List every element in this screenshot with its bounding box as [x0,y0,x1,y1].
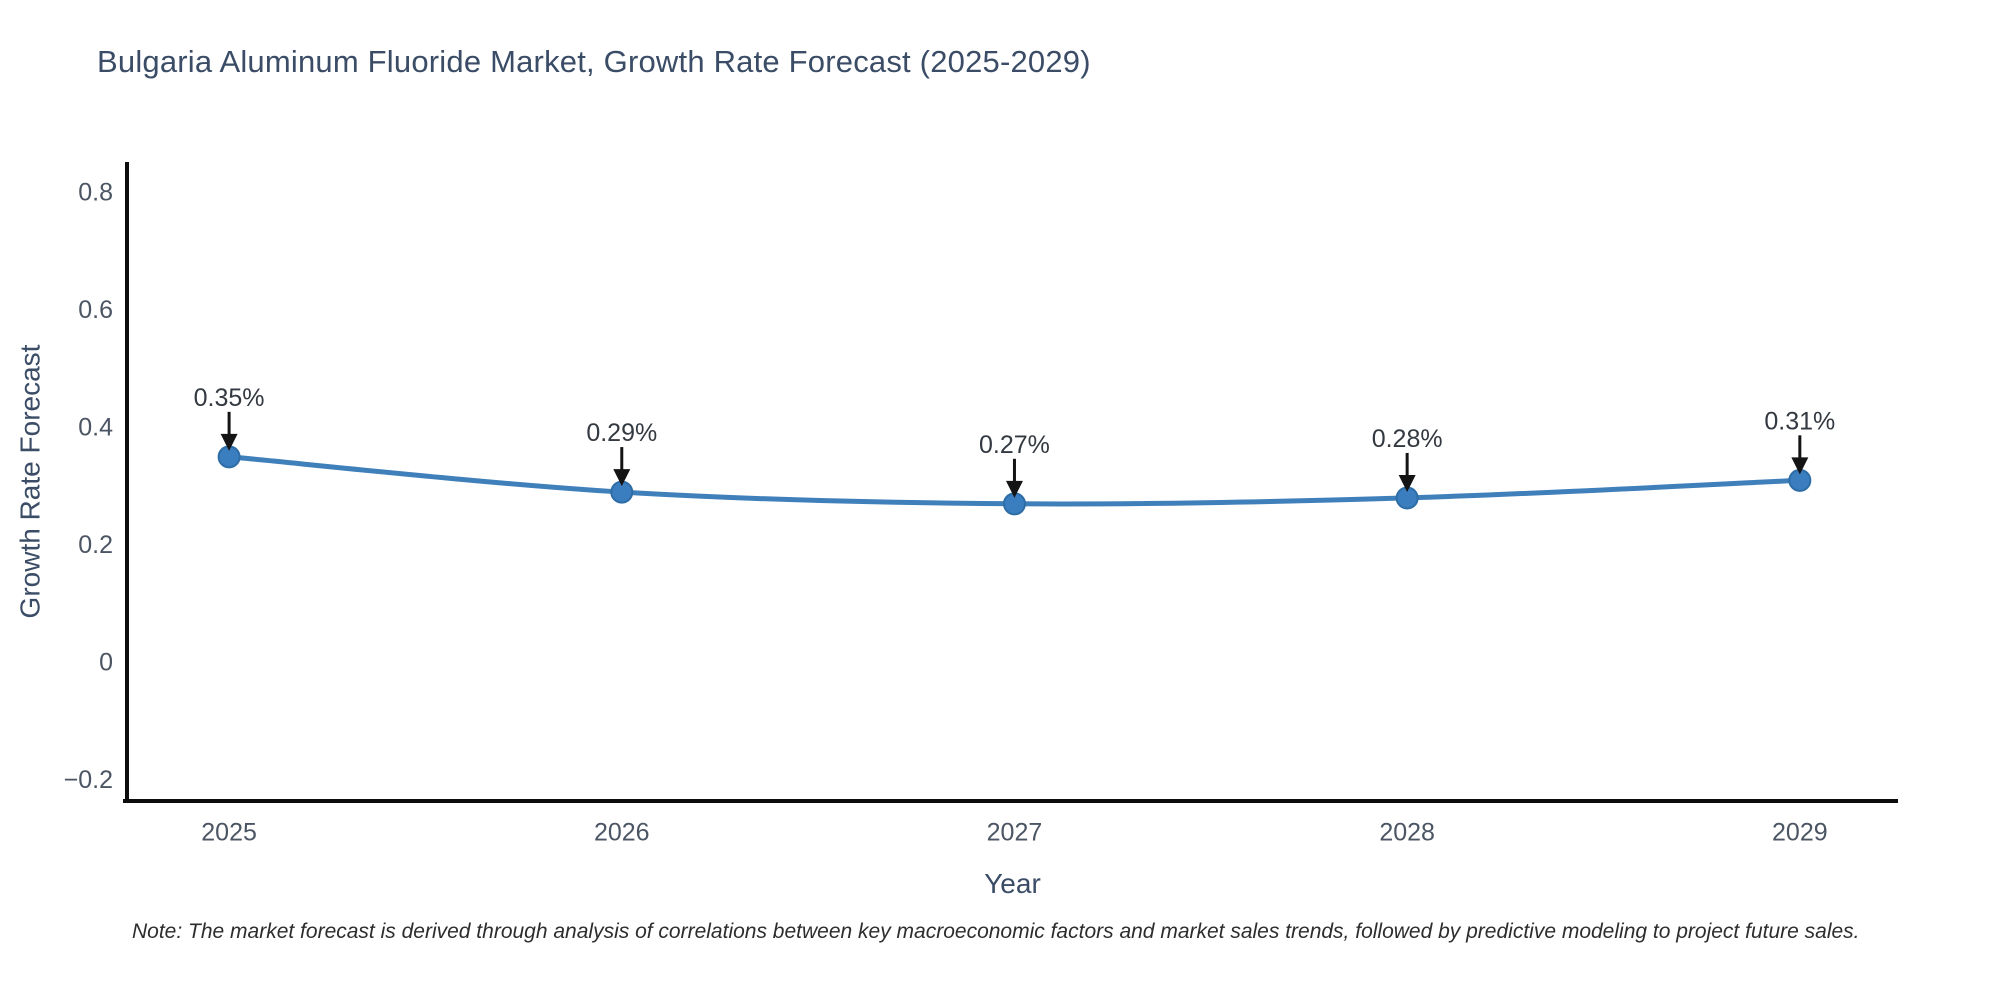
y-tick-label: 0.8 [78,179,113,207]
y-tick-label: −0.2 [64,766,113,794]
data-point-label: 0.28% [1372,425,1443,453]
y-axis-title: Growth Rate Forecast [15,344,46,618]
y-tick-label: 0.4 [78,413,113,441]
x-axis-title: Year [984,868,1041,899]
x-tick-label: 2029 [1772,819,1828,847]
chart-footnote: Note: The market forecast is derived thr… [132,920,1860,943]
chart-title: Bulgaria Aluminum Fluoride Market, Growt… [97,44,1091,79]
data-point-label: 0.27% [979,431,1050,459]
x-tick-label: 2026 [594,819,650,847]
x-tick-label: 2025 [201,819,257,847]
y-tick-label: 0.6 [78,296,113,324]
data-point-label: 0.31% [1764,407,1835,435]
annotation-arrowhead-icon [1005,480,1023,498]
x-tick-label: 2027 [987,819,1043,847]
data-point-label: 0.29% [586,419,657,447]
annotation-arrowhead-icon [220,433,238,451]
annotation-arrowhead-icon [1398,474,1416,492]
data-point-label: 0.35% [194,384,265,412]
x-tick-label: 2028 [1379,819,1435,847]
annotation-arrowhead-icon [1791,457,1809,475]
y-tick-label: 0 [99,648,113,676]
y-tick-label: 0.2 [78,531,113,559]
annotation-arrowhead-icon [613,469,631,487]
